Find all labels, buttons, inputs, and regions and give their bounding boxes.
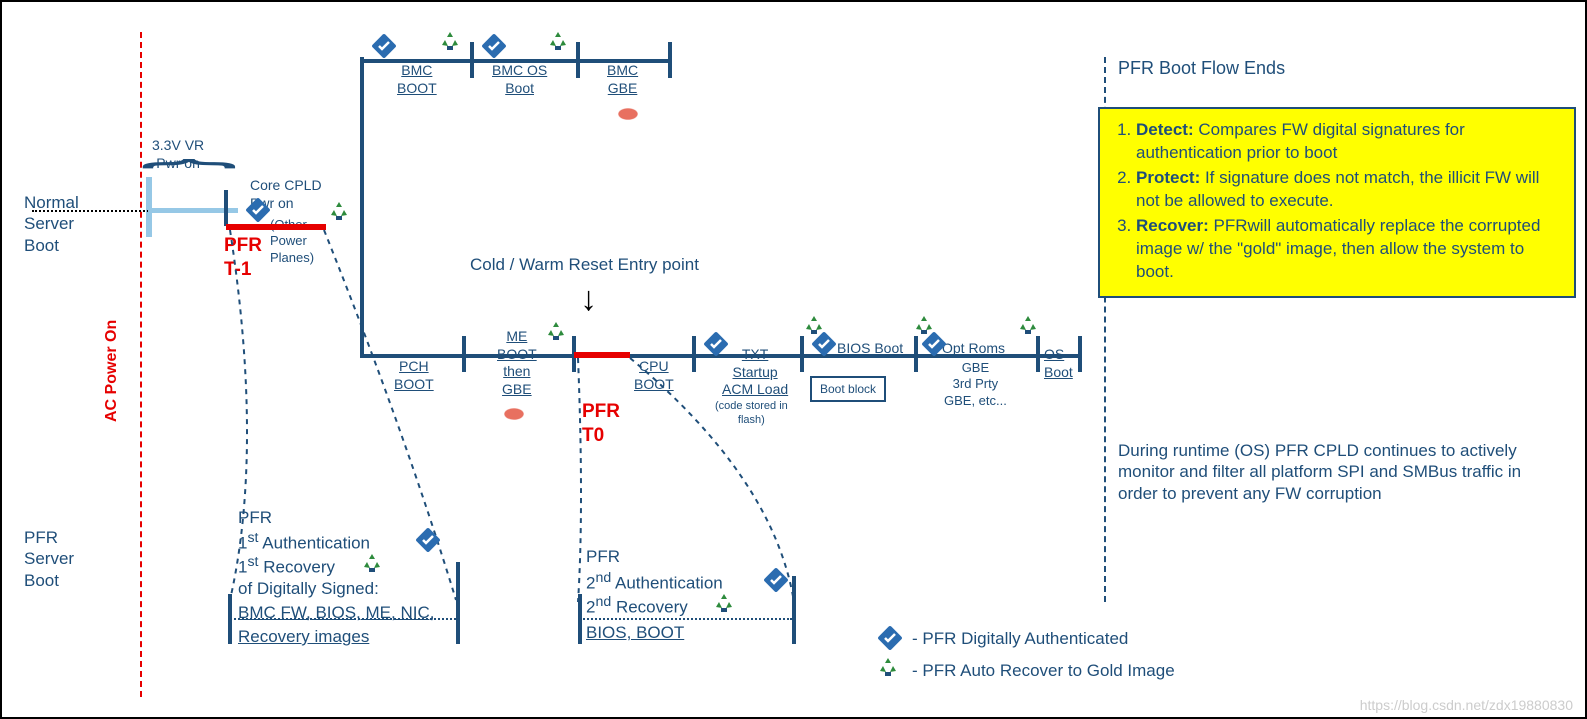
ac-power-on-label: AC Power On	[102, 320, 122, 422]
pfr1-line1: 1st Authentication	[238, 530, 370, 554]
bmc-os-boot-label: BMC OS Boot	[492, 62, 547, 97]
pfr-end-label: PFR Boot Flow Ends	[1118, 57, 1285, 80]
pfr2-tick-right	[792, 576, 796, 644]
pfr2-line3: BIOS, BOOT	[586, 622, 684, 643]
reset-entry-label: Cold / Warm Reset Entry point	[470, 254, 699, 275]
bios-boot-label: BIOS Boot	[837, 340, 903, 358]
recover-icon	[1016, 314, 1044, 342]
recover-icon	[876, 656, 904, 684]
lips-icon	[502, 402, 530, 422]
pfr1-title: PFR	[238, 507, 272, 528]
runtime-note: During runtime (OS) PFR CPLD continues t…	[1118, 440, 1538, 504]
recover-icon	[712, 592, 740, 620]
recover-icon	[544, 320, 572, 348]
legend-auth: - PFR Digitally Authenticated	[912, 628, 1128, 649]
pfr2-baseline	[580, 618, 792, 620]
auth-icon	[246, 198, 270, 222]
ac-power-line	[140, 32, 142, 697]
recover-icon	[438, 30, 466, 58]
auth-icon	[372, 34, 396, 58]
main-tick-7	[1078, 336, 1082, 372]
recover-icon	[327, 200, 355, 228]
legend-recover: - PFR Auto Recover to Gold Image	[912, 660, 1175, 681]
pfr1-tick-right	[456, 562, 460, 644]
normal-server-boot-label: Normal Server Boot	[24, 192, 79, 256]
optroms-label: Opt Roms	[942, 340, 1005, 358]
recover-icon	[546, 30, 574, 58]
pfr1-line5: Recovery images	[238, 626, 369, 647]
recover-icon	[360, 552, 388, 580]
detect-protect-recover-box: Detect: Compares FW digital signatures f…	[1098, 107, 1576, 298]
bmc-tick-3	[668, 42, 672, 78]
pfr2-line1: 2nd Authentication	[586, 570, 723, 594]
auth-icon	[482, 34, 506, 58]
pfr2-title: PFR	[586, 546, 620, 567]
recover-icon	[802, 314, 830, 342]
auth-icon	[416, 528, 440, 552]
watermark: https://blog.csdn.net/zdx19880830	[1360, 697, 1573, 713]
curve-2	[574, 358, 874, 606]
optroms-sub-label: GBE 3rd Prty GBE, etc...	[944, 360, 1007, 409]
pfr-server-boot-label: PFR Server Boot	[24, 527, 74, 591]
recover-icon	[912, 314, 940, 342]
me-boot-label: ME BOOT then GBE	[497, 328, 537, 398]
bmc-tick-2	[576, 42, 580, 78]
vr-brace: ⏞	[141, 160, 237, 205]
pfr1-line3: of Digitally Signed:	[238, 578, 379, 599]
auth-icon	[764, 568, 788, 592]
bmc-gbe-label: BMC GBE	[607, 62, 638, 97]
os-boot-label: OS Boot	[1044, 346, 1073, 381]
pfr1-line4: BMC FW, BIOS, ME, NIC,	[238, 602, 434, 623]
auth-icon	[878, 626, 902, 650]
lips-icon	[616, 102, 644, 122]
bmc-boot-label: BMC BOOT	[397, 62, 437, 97]
pfr1-line2: 1st Recovery	[238, 554, 335, 578]
auth-icon	[704, 332, 728, 356]
bmc-tick-1	[470, 42, 474, 78]
cpld-tick	[224, 190, 228, 226]
reset-arrow: ↓	[580, 280, 597, 319]
pfr2-line2: 2nd Recovery	[586, 594, 688, 618]
